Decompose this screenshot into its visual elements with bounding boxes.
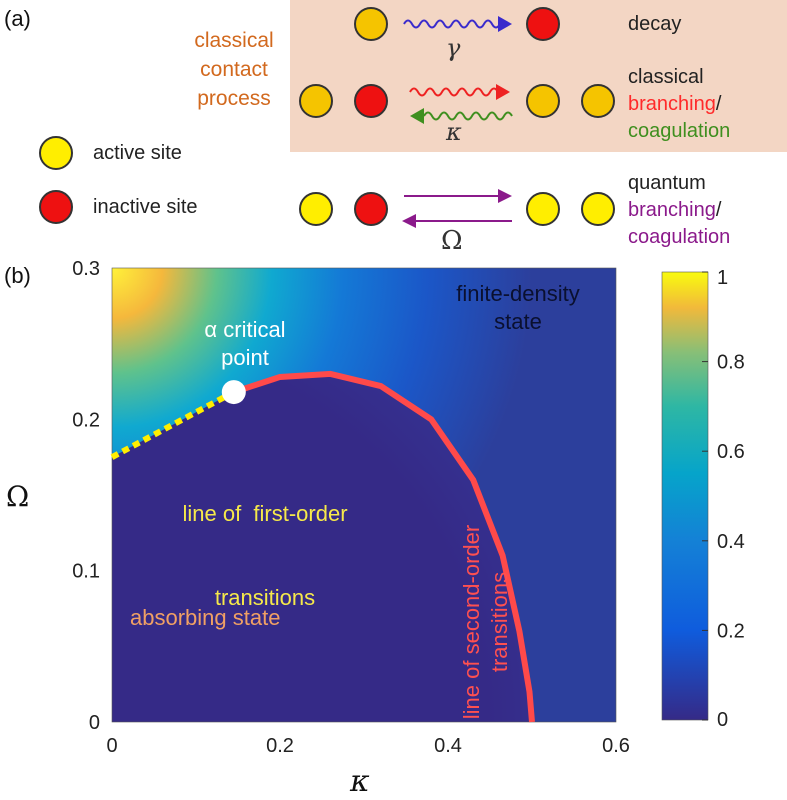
active-site-circle: [299, 84, 333, 118]
classical-branching-label: classical branching/ coagulation: [628, 64, 730, 145]
second-order-label: line of second-order transitions: [458, 472, 514, 772]
x-tick-label: 0: [106, 735, 117, 757]
absorbing-region: [112, 373, 532, 722]
label-line: classical: [194, 29, 274, 52]
heatmap: [112, 268, 616, 722]
active-site-circle: [526, 192, 560, 226]
y-tick-label: 0.2: [72, 409, 100, 431]
x-tick-label: 0.2: [266, 735, 294, 757]
slash: /: [715, 93, 722, 115]
label-line: branching/: [628, 197, 730, 224]
colorbar-tick-label: 1: [717, 267, 728, 289]
y-tick-label: 0.3: [72, 258, 100, 280]
gamma-symbol: γ: [446, 34, 461, 62]
inactive-site-circle: [354, 84, 388, 118]
coagulation-wavy-arrow: [423, 111, 513, 121]
x-tick-label: 0.6: [602, 735, 630, 757]
active-site-circle: [299, 192, 333, 226]
active-site-circle: [526, 84, 560, 118]
label-line: finite-density: [456, 281, 580, 306]
label-line: quantum: [628, 172, 706, 194]
active-site-circle: [581, 192, 615, 226]
quantum-coagulation-word: coagulation: [628, 226, 731, 248]
y-tick-label: 0: [89, 712, 100, 734]
legend-active-label: active site: [93, 142, 182, 164]
x-axis-label: κ: [350, 764, 370, 799]
first-order-label: line of first-order transitions: [150, 444, 380, 640]
panel-b-label: (b): [4, 263, 31, 288]
colorbar-tick-label: 0.4: [717, 531, 745, 553]
omega-symbol: Ω: [441, 226, 463, 256]
colorbar: [661, 271, 709, 721]
inactive-site-circle: [526, 7, 560, 41]
absorbing-state-label: absorbing state: [130, 605, 281, 630]
y-tick-label: 0.1: [72, 561, 100, 583]
label-line: transitions: [487, 571, 512, 673]
active-site-circle: [354, 7, 388, 41]
branching-arrowhead: [496, 84, 510, 100]
critical-point-label: α critical point: [180, 316, 310, 372]
colorbar-tick-label: 0: [717, 709, 728, 731]
label-line: contact: [200, 58, 268, 81]
second-order-line: [232, 370, 535, 723]
quantum-coagulation-arrowhead: [402, 214, 416, 228]
label-line: classical: [628, 66, 704, 88]
active-site-circle: [581, 84, 615, 118]
inactive-site-circle: [354, 192, 388, 226]
critical-point-marker: [221, 380, 246, 405]
colorbar-tick-label: 0.8: [717, 352, 745, 374]
coagulation-arrowhead: [410, 108, 424, 124]
quantum-branching-word: branching: [628, 199, 716, 221]
decay-wavy-arrow: [403, 19, 501, 29]
y-axis-label: Ω: [6, 480, 30, 513]
plot-frame: [111, 267, 617, 723]
decay-arrowhead: [498, 16, 512, 32]
colorbar-ticks: 0 0.2 0.4 0.6 0.8 1: [702, 267, 745, 731]
legend-inactive-circle: [39, 190, 73, 224]
label-line: line of first-order: [182, 501, 348, 526]
coagulation-word: coagulation: [628, 120, 731, 142]
slash: /: [715, 199, 722, 221]
panel-a-label: (a): [4, 6, 31, 31]
legend-active-circle: [39, 136, 73, 170]
label-line: process: [197, 87, 271, 110]
colorbar-tick-label: 0.2: [717, 620, 745, 642]
label-line: state: [494, 309, 542, 334]
label-line: branching/: [628, 91, 730, 118]
finite-density-label: finite-density state: [438, 280, 598, 336]
branching-wavy-arrow: [409, 87, 499, 97]
label-line: transitions: [214, 585, 316, 610]
legend-inactive-label: inactive site: [93, 196, 198, 218]
quantum-branching-label: quantum branching/ coagulation: [628, 170, 730, 251]
classical-contact-process-label: classical contact process: [178, 26, 290, 113]
label-line: point: [221, 345, 269, 370]
x-tick-label: 0.4: [434, 735, 462, 757]
label-line: line of second-order: [459, 524, 484, 720]
branching-word: branching: [628, 93, 716, 115]
label-line: α critical: [204, 317, 286, 342]
quantum-branching-arrowhead: [498, 189, 512, 203]
axis-ticks: 0 0.2 0.4 0.6 0 0.1 0.2 0.3: [72, 258, 630, 757]
kappa-symbol: κ: [446, 118, 462, 146]
colorbar-tick-label: 0.6: [717, 441, 745, 463]
decay-label: decay: [628, 13, 682, 35]
